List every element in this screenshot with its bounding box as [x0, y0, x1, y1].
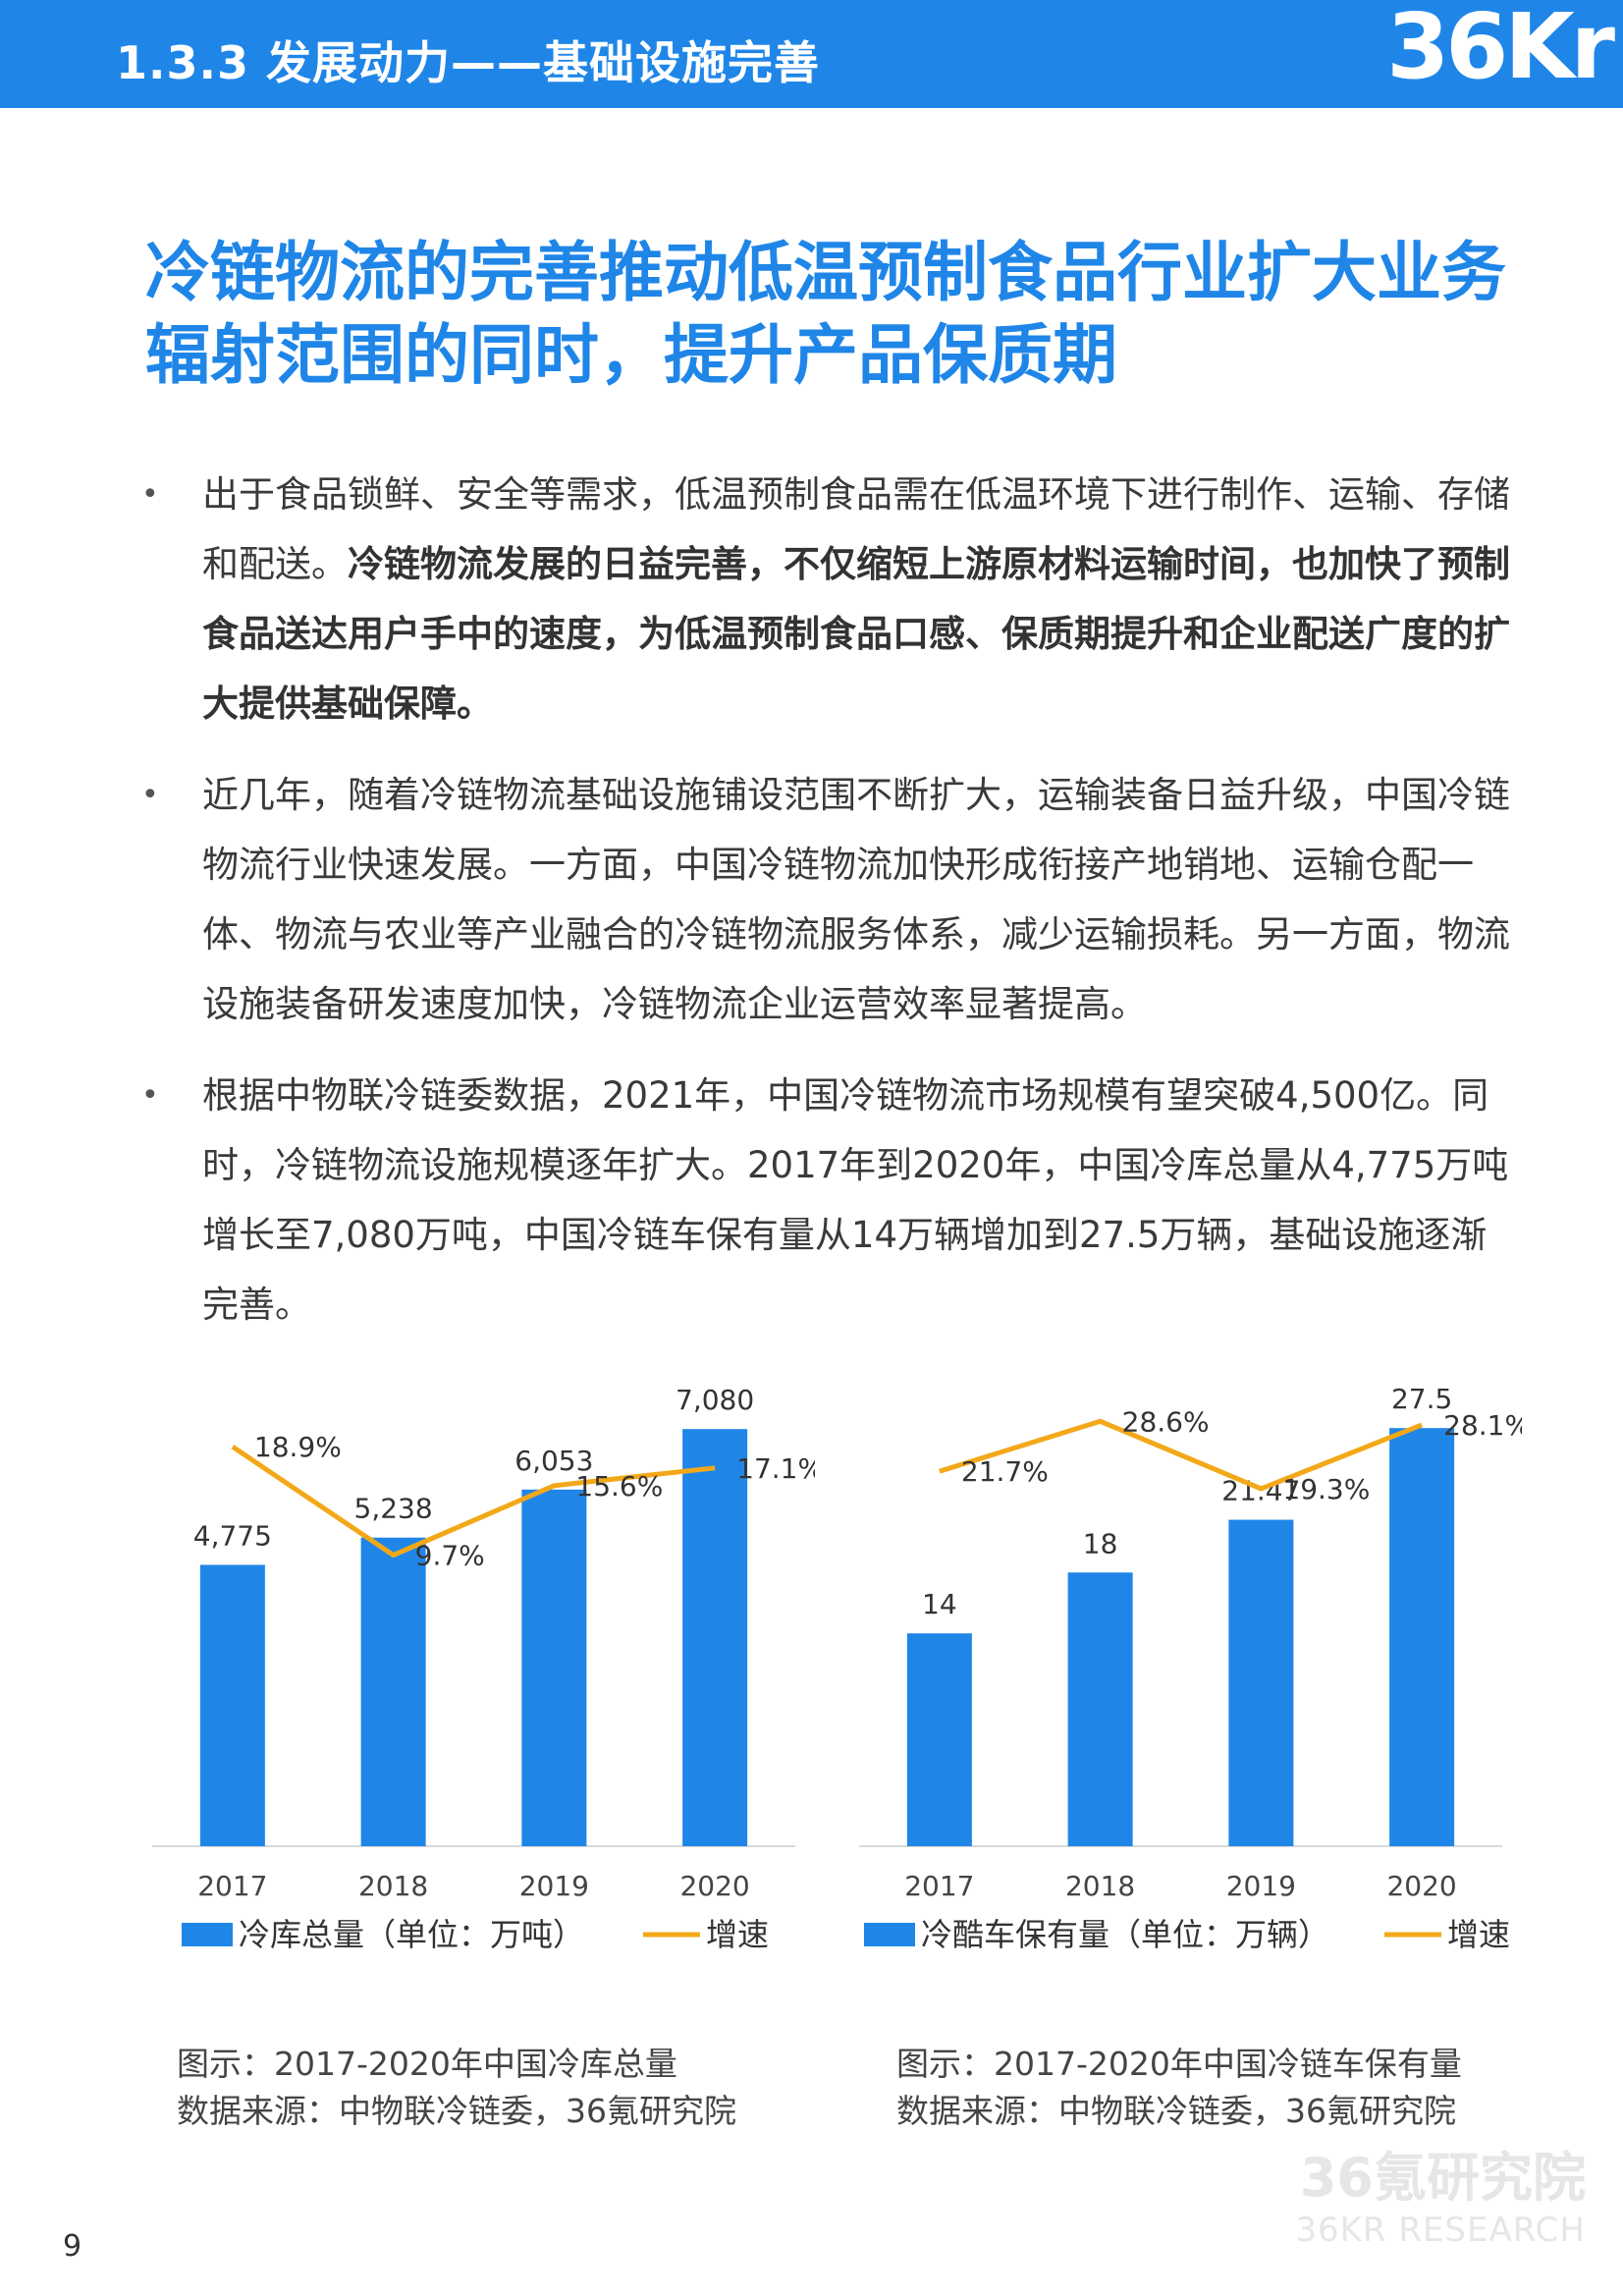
- caption-source: 数据来源：中物联冷链委，36氪研究院: [177, 2092, 736, 2130]
- bar: [521, 1489, 587, 1846]
- logo-text: 36Kr: [1386, 0, 1615, 99]
- bar-value-label: 27.5: [1391, 1383, 1452, 1415]
- bullet-item: • 根据中物联冷链委数据，2021年，中国冷链物流市场规模有望突破4,500亿。…: [137, 1061, 1512, 1339]
- bullet-item: • 出于食品锁鲜、安全等需求，低温预制食品需在低温环境下进行制作、运输、存储和配…: [137, 460, 1512, 738]
- line-value-label: 17.1%: [736, 1452, 815, 1485]
- page-number: 9: [63, 2229, 82, 2264]
- chart-svg: 4,775 2017 5,238 2018 6,053 2019 7,080 2020 18.9…: [152, 1384, 815, 1953]
- bar-value-label: 4,775: [193, 1520, 272, 1553]
- bullet-icon: •: [141, 778, 159, 812]
- line-value-label: 28.6%: [1122, 1405, 1210, 1438]
- bar-value-label: 14: [922, 1588, 957, 1620]
- x-tick-label: 2019: [1226, 1870, 1296, 1902]
- page-title: 冷链物流的完善推动低温预制食品行业扩大业务辐射范围的同时，提升产品保质期: [145, 235, 1506, 393]
- bullet-list: • 出于食品锁鲜、安全等需求，低温预制食品需在低温环境下进行制作、运输、存储和配…: [137, 460, 1512, 1361]
- bullet-icon: •: [141, 1078, 159, 1113]
- caption-source: 数据来源：中物联冷链委，36氪研究院: [896, 2092, 1456, 2130]
- x-tick-label: 2018: [358, 1870, 428, 1902]
- cold-storage-chart: 4,775 2017 5,238 2018 6,053 2019 7,080 2020 18.9…: [137, 1345, 815, 1984]
- x-tick-label: 2019: [519, 1870, 589, 1902]
- x-tick-label: 2017: [197, 1870, 267, 1902]
- logo: 36Kr: [1386, 0, 1623, 108]
- header-bar: 1.3.3 发展动力——基础设施完善 36Kr: [0, 0, 1623, 108]
- legend-line-label: 增速: [706, 1916, 769, 1953]
- legend-bar-swatch: [864, 1923, 915, 1946]
- x-tick-label: 2017: [904, 1870, 974, 1902]
- growth-line: [231, 1445, 716, 1558]
- caption-figure: 图示：2017-2020年中国冷库总量: [177, 2045, 677, 2083]
- legend-bar-swatch: [182, 1923, 233, 1946]
- bar-value-label: 5,238: [354, 1493, 433, 1525]
- bar: [906, 1633, 972, 1846]
- line-value-label: 28.1%: [1443, 1409, 1522, 1442]
- x-tick-label: 2020: [679, 1870, 749, 1902]
- line-value-label: 18.9%: [254, 1431, 342, 1463]
- line-value-label: 19.3%: [1282, 1473, 1370, 1505]
- bar: [199, 1564, 265, 1846]
- bar-value-label: 7,080: [676, 1384, 754, 1416]
- bar: [1067, 1572, 1133, 1846]
- bar-value-label: 6,053: [514, 1445, 593, 1477]
- caption-figure: 图示：2017-2020年中国冷链车保有量: [896, 2045, 1462, 2083]
- growth-line: [939, 1418, 1424, 1492]
- legend-line-label: 增速: [1447, 1916, 1510, 1953]
- bullet-text: 根据中物联冷链委数据，2021年，中国冷链物流市场规模有望突破4,500亿。同时…: [202, 1074, 1509, 1326]
- bar: [360, 1537, 426, 1846]
- chart-svg: 14201718201821.47201927.5202021.7%28.6%1…: [859, 1383, 1522, 1953]
- line-value-label: 21.7%: [961, 1455, 1049, 1488]
- watermark-en: 36KR RESEARCH: [1295, 2211, 1586, 2250]
- bar: [682, 1429, 748, 1846]
- watermark: 36氪研究院 36KR RESEARCH: [1295, 2146, 1586, 2250]
- refrigerated-truck-chart: 14 2017 18 2018 21.47 2019 27.5 2020 21.7% 28.6% 1…: [844, 1345, 1522, 1984]
- bar: [1389, 1428, 1455, 1846]
- x-tick-label: 2018: [1065, 1870, 1135, 1902]
- line-value-label: 9.7%: [415, 1540, 485, 1572]
- legend-bar-label: 冷库总量（单位：万吨）: [239, 1916, 584, 1953]
- bullet-text: 出于食品锁鲜、安全等需求，低温预制食品需在低温环境下进行制作、运输、存储和配送。: [202, 473, 1510, 585]
- section-title: 1.3.3 发展动力——基础设施完善: [116, 36, 820, 89]
- bullet-text: 近几年，随着冷链物流基础设施铺设范围不断扩大，运输装备日益升级，中国冷链物流行业…: [202, 774, 1510, 1025]
- line-value-label: 15.6%: [575, 1470, 663, 1503]
- bullet-item: • 近几年，随着冷链物流基础设施铺设范围不断扩大，运输装备日益升级，中国冷链物流…: [137, 760, 1512, 1039]
- bullet-bold-text: 冷链物流发展的日益完善，不仅缩短上游原材料运输时间，也加快了预制食品送达用户手中…: [202, 543, 1510, 725]
- bullet-icon: •: [141, 477, 159, 512]
- watermark-cn: 36氪研究院: [1299, 2147, 1586, 2209]
- bar: [1228, 1519, 1294, 1846]
- bar-value-label: 18: [1083, 1527, 1118, 1559]
- figure-caption: 图示：2017-2020年中国冷库总量 数据来源：中物联冷链委，36氪研究院: [177, 2041, 736, 2135]
- legend-bar-label: 冷酷车保有量（单位：万辆）: [921, 1916, 1329, 1953]
- x-tick-label: 2020: [1386, 1870, 1456, 1902]
- figure-caption: 图示：2017-2020年中国冷链车保有量 数据来源：中物联冷链委，36氪研究院: [896, 2041, 1462, 2135]
